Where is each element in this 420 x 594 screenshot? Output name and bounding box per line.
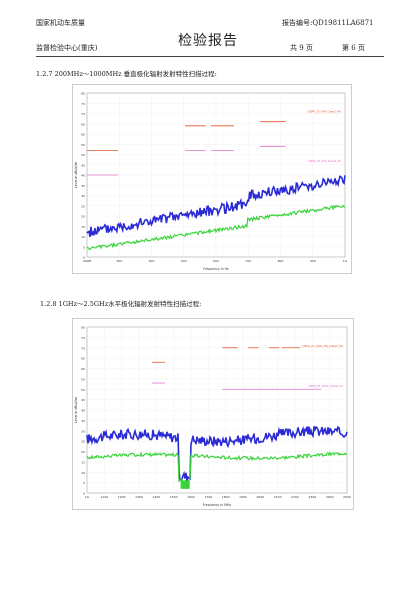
y-tick-label: 45 — [81, 163, 85, 167]
y-tick-label: 55 — [81, 143, 85, 147]
x-tick-label: 1200 — [118, 495, 126, 499]
peak-trace — [86, 175, 346, 237]
report-title: 检验报告 — [178, 33, 238, 49]
x-tick-label: 2400 — [326, 495, 334, 499]
y-tick-label: 25 — [81, 204, 85, 208]
x-tick-label: 1700 — [205, 495, 213, 499]
peak-trace — [86, 425, 348, 482]
x-tick-label: 1500 — [170, 495, 178, 499]
legend-label: CISPR_25_1GHz_Class3_AV — [308, 384, 343, 388]
y-tick-label: 15 — [81, 225, 85, 229]
section-title-1: 1.2.7 200MHz～1000MHz 垂直极化辐射发射特性扫描过程: — [36, 70, 217, 78]
y-tick-label: 25 — [81, 440, 85, 444]
y-tick-label: 55 — [81, 377, 85, 381]
y-tick-label: 20 — [81, 450, 85, 454]
x-tick-label: 1600 — [187, 495, 195, 499]
x-tick-label: 2000 — [257, 495, 265, 499]
x-tick-label: 600 — [213, 259, 219, 263]
x-tick-label: 1800 — [222, 495, 230, 499]
y-tick-label: 65 — [81, 357, 85, 361]
y-tick-label: 20 — [81, 215, 85, 219]
section-title-2: 1.2.8 1GHz～2.5GHz水平极化辐射发射特性扫描过程: — [40, 300, 202, 308]
x-tick-label: 500 — [181, 259, 187, 263]
y-tick-label: 45 — [81, 398, 85, 402]
average-gap-fill — [180, 480, 190, 489]
x-tick-label: 2300 — [309, 495, 317, 499]
x-tick-label: 2500 — [343, 495, 351, 499]
y-tick-label: 40 — [81, 174, 85, 178]
x-tick-label: 200M — [83, 259, 92, 263]
x-axis-label: Frequency in Hz — [203, 267, 229, 271]
y-tick-label: 35 — [81, 184, 85, 188]
y-tick-label: 10 — [81, 235, 85, 239]
x-tick-label: 1300 — [135, 495, 143, 499]
y-tick-label: 0 — [83, 492, 85, 496]
x-tick-label: 2100 — [274, 495, 282, 499]
y-tick-label: 0 — [83, 256, 85, 260]
average-trace — [86, 451, 348, 483]
report-number: 报告编号:QD19811LA6871 — [282, 19, 374, 27]
y-tick-label: 75 — [81, 336, 85, 340]
y-tick-label: 35 — [81, 419, 85, 423]
org-name: 国家机动车质量 — [36, 19, 85, 27]
x-tick-label: 800 — [278, 259, 284, 263]
y-axis-label: Level in dBµV/m — [74, 397, 78, 423]
x-tick-label: 2200 — [291, 495, 299, 499]
y-tick-label: 40 — [81, 409, 85, 413]
y-tick-label: 80 — [81, 92, 85, 96]
y-tick-label: 5 — [83, 481, 85, 485]
x-tick-label: 1400 — [153, 495, 161, 499]
x-axis-label: Frequency in MHz — [203, 503, 232, 507]
y-tick-label: 5 — [83, 245, 85, 249]
y-tick-label: 50 — [81, 153, 85, 157]
y-tick-label: 60 — [81, 367, 85, 371]
x-tick-label: 900 — [310, 259, 316, 263]
chart-horizontal-1-2.5ghz: 80 75 70 65 60 55 50 45 40 35 30 25 20 15 10 5 0 1G 1100 12… — [72, 318, 354, 510]
legend-label: CISPR_25_VVP_Class3_AV — [308, 159, 341, 163]
page-total: 共 9 页 — [290, 44, 313, 52]
header-rule — [36, 56, 384, 57]
center-name: 监督检验中心(重庆) — [36, 44, 98, 52]
x-tick-label: 1900 — [239, 495, 247, 499]
y-tick-label: 70 — [81, 346, 85, 350]
y-axis-label: Level in dBµV/m — [74, 162, 78, 188]
average-trace — [86, 204, 346, 251]
y-tick-label: 70 — [81, 112, 85, 116]
legend-label: CISPR_25_VVP_Class3_FW — [307, 110, 341, 114]
x-tick-label: 400 — [149, 259, 155, 263]
x-tick-label: 1G — [85, 495, 90, 499]
page-current: 第 6 页 — [342, 44, 365, 52]
x-tick-label: 700 — [245, 259, 251, 263]
y-tick-label: 80 — [81, 326, 85, 330]
legend-label: CISPR_25_1GHz_FW_Class3_FW — [302, 344, 343, 348]
x-tick-label: 300 — [116, 259, 122, 263]
y-tick-label: 30 — [81, 429, 85, 433]
y-tick-label: 60 — [81, 133, 85, 137]
y-tick-label: 50 — [81, 388, 85, 392]
x-tick-label: 1G — [343, 259, 348, 263]
y-tick-label: 75 — [81, 102, 85, 106]
x-tick-label: 1100 — [101, 495, 109, 499]
y-tick-label: 15 — [81, 460, 85, 464]
y-tick-label: 30 — [81, 194, 85, 198]
chart-vertical-200-1000mhz: 80 75 70 65 60 55 50 45 40 35 30 25 20 15 10 5 0 200M 300 4… — [72, 84, 352, 274]
y-tick-label: 10 — [81, 471, 85, 475]
y-tick-label: 65 — [81, 122, 85, 126]
